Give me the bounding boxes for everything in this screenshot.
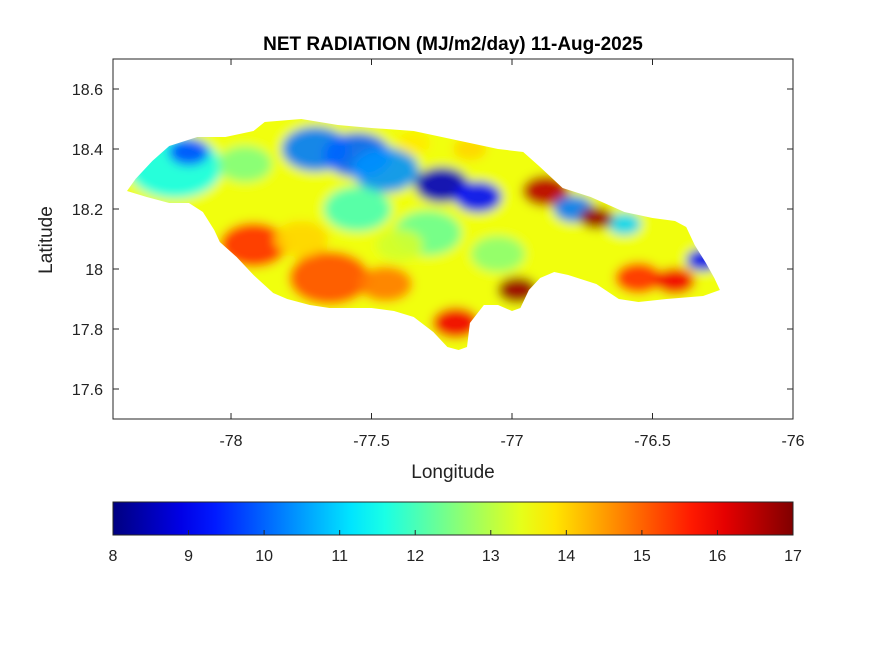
x-tick-label: -77 xyxy=(500,433,523,450)
field-feature-27 xyxy=(376,229,424,261)
field-feature-26 xyxy=(358,266,413,302)
x-tick-label: -77.5 xyxy=(353,433,390,450)
y-tick-label: 18.6 xyxy=(72,82,103,99)
field-feature-25 xyxy=(274,221,329,257)
field-feature-16 xyxy=(579,206,614,230)
y-tick-label: 18.2 xyxy=(72,202,103,219)
colorbar xyxy=(112,501,794,536)
colorbar-tick-label: 13 xyxy=(482,548,500,565)
x-axis-label: Longitude xyxy=(411,462,494,483)
x-tick-label: -78 xyxy=(219,433,242,450)
colorbar-tick-label: 8 xyxy=(109,548,118,565)
colorbar-tick-label: 14 xyxy=(557,548,575,565)
field-feature-19 xyxy=(654,267,696,295)
field-feature-24 xyxy=(219,222,288,268)
colorbar-tick-label: 16 xyxy=(709,548,727,565)
field-feature-15 xyxy=(607,212,642,236)
field-feature-22 xyxy=(432,307,480,339)
y-axis-ticks: 17.6 17.8 18 18.2 18.4 18.6 xyxy=(72,82,793,399)
colorbar-tick-label: 15 xyxy=(633,548,651,565)
field-feature-11 xyxy=(396,131,431,155)
field-feature-2 xyxy=(218,146,273,182)
field-feature-8 xyxy=(323,186,392,232)
y-tick-label: 17.6 xyxy=(72,382,103,399)
field-feature-10 xyxy=(470,236,525,272)
field-feature-7 xyxy=(454,181,502,213)
field-feature-23 xyxy=(288,251,370,305)
colorbar-tick-label: 12 xyxy=(406,548,424,565)
map-title: NET RADIATION (MJ/m2/day) 11-Aug-2025 xyxy=(263,34,643,55)
x-axis-ticks: -78 -77.5 -77 -76.5 -76 xyxy=(219,59,805,450)
colorbar-tick-label: 9 xyxy=(184,548,193,565)
field-feature-18 xyxy=(614,262,663,294)
field-feature-1 xyxy=(168,138,210,166)
y-axis-label: Latitude xyxy=(36,206,57,274)
colorbar-ticks: 8 9 10 11 12 13 14 15 16 17 xyxy=(109,530,802,565)
y-tick-label: 18.4 xyxy=(72,142,103,159)
y-tick-label: 18 xyxy=(85,262,103,279)
y-tick-label: 17.8 xyxy=(72,322,103,339)
x-tick-label: -76 xyxy=(781,433,804,450)
colorbar-tick-label: 10 xyxy=(255,548,273,565)
colorbar-tick-label: 11 xyxy=(331,548,348,565)
colorbar-tick-label: 17 xyxy=(784,548,802,565)
x-tick-label: -76.5 xyxy=(634,433,671,450)
field-feature-5 xyxy=(351,147,420,193)
